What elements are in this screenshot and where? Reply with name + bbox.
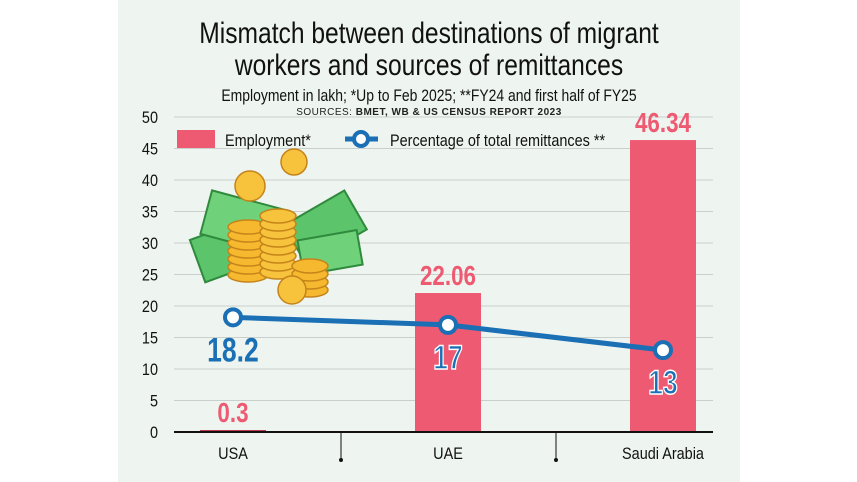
chart-source: SOURCES: BMET, WB & US CENSUS REPORT 202… <box>118 107 740 118</box>
y-tick-label: 40 <box>142 172 158 190</box>
y-tick-label: 0 <box>150 424 158 442</box>
y-tick-label: 15 <box>142 329 158 347</box>
remittance-point <box>653 340 673 361</box>
chart-title-line1: Mismatch between destinations of migrant <box>199 17 659 50</box>
source-text: BMET, WB & US CENSUS REPORT 2023 <box>355 107 562 118</box>
bar-value-label: 46.34 <box>635 108 691 139</box>
line-value-label: 13 <box>648 364 678 402</box>
x-tick-label: UAE <box>433 445 463 463</box>
coin-shape <box>291 258 329 274</box>
x-tick-label: USA <box>218 445 248 463</box>
bar-value-label: 22.06 <box>420 261 476 292</box>
money-coins-illustration <box>188 148 369 305</box>
y-tick-label: 30 <box>142 235 158 253</box>
y-tick-label: 50 <box>142 109 158 127</box>
legend-label-remittances: Percentage of total remittances ** <box>390 132 605 150</box>
remittance-point <box>438 314 458 335</box>
x-axis-separator-dot <box>339 458 343 462</box>
coin-shape <box>277 275 307 305</box>
legend-label-employment: Employment* <box>225 132 311 150</box>
legend-swatch-marker <box>352 130 370 148</box>
source-label: SOURCES: <box>296 107 353 118</box>
y-tick-label: 20 <box>142 298 158 316</box>
y-tick-label: 5 <box>150 392 158 410</box>
bar-value-label: 0.3 <box>217 398 248 429</box>
remittance-point <box>223 307 243 328</box>
line-value-label: 18.2 <box>207 331 259 369</box>
y-tick-label: 10 <box>142 361 158 379</box>
bar-saudi-arabia <box>630 140 696 433</box>
line-value-label: 17 <box>433 339 463 377</box>
x-tick-label: Saudi Arabia <box>622 445 704 463</box>
y-tick-label: 25 <box>142 266 158 284</box>
chart-title-line2: workers and sources of remittances <box>234 49 624 82</box>
x-axis-separator-dot <box>554 458 558 462</box>
y-tick-label: 35 <box>142 203 158 221</box>
coin-shape <box>259 208 297 224</box>
coin-shape <box>280 148 308 176</box>
chart-subtitle: Employment in lakh; *Up to Feb 2025; **F… <box>221 86 637 105</box>
coin-shape <box>234 170 266 202</box>
y-tick-label: 45 <box>142 140 158 158</box>
legend-swatch-employment <box>177 130 215 148</box>
